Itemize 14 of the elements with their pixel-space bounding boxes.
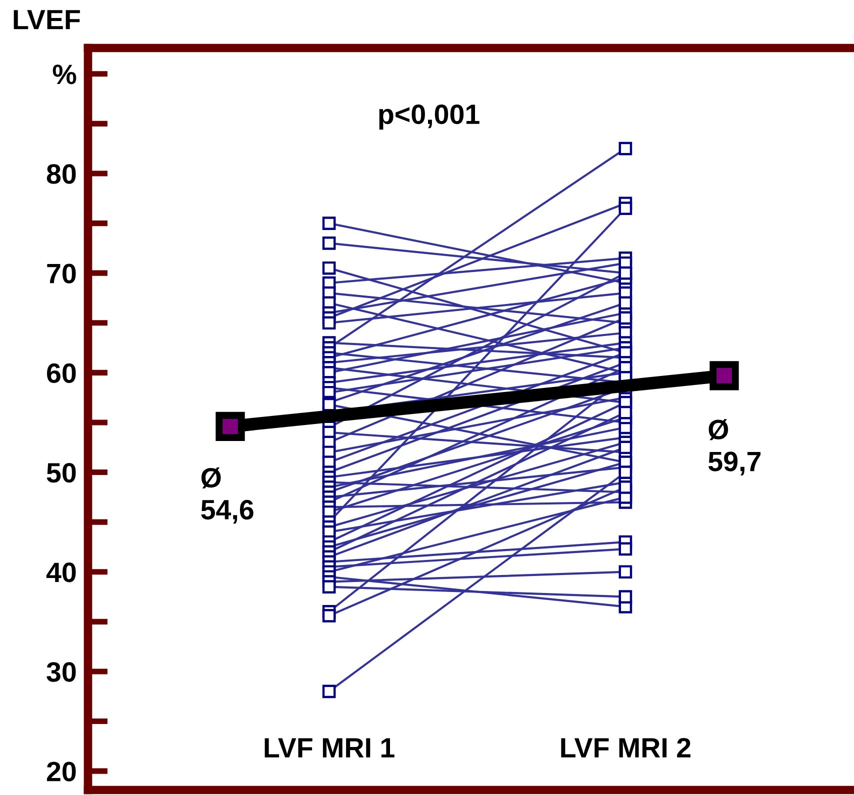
y-tick-label: 60 [47,363,76,384]
annotation: p<0,001 [379,104,480,130]
annotation: Ø 54,6 [201,467,254,524]
x-tick-label: LVF MRI 2 [561,738,690,758]
y-tick-label: % [52,64,76,84]
y-tick-label: 20 [46,762,76,782]
y-tick-label: 50 [46,462,76,483]
y-axis-title: LVEF [14,10,80,30]
annotation: Ø 59,7 [708,419,760,476]
y-tick-label: 80 [46,164,76,184]
y-tick-label: 30 [46,662,76,682]
x-tick-label: LVF MRI 1 [264,738,394,758]
y-tick-label: 70 [47,264,76,284]
y-tick-label: 40 [46,562,76,582]
